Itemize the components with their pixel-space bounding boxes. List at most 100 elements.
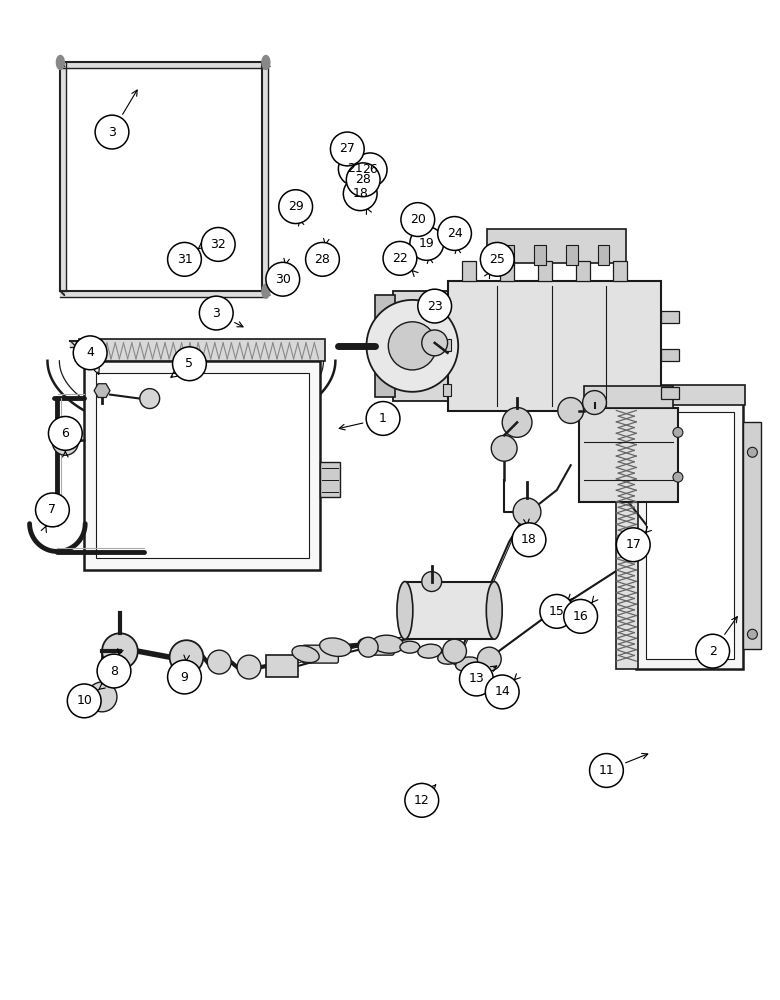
Circle shape xyxy=(346,163,380,197)
Ellipse shape xyxy=(456,657,479,671)
Circle shape xyxy=(438,217,471,250)
Bar xyxy=(615,385,746,405)
Circle shape xyxy=(237,655,261,679)
Bar xyxy=(463,261,477,281)
Bar xyxy=(566,245,578,265)
Text: 28: 28 xyxy=(355,173,371,186)
Bar xyxy=(80,339,325,361)
Circle shape xyxy=(168,242,201,276)
Bar xyxy=(661,311,679,323)
Bar xyxy=(84,361,321,570)
Bar xyxy=(636,403,743,669)
Ellipse shape xyxy=(486,582,502,639)
Polygon shape xyxy=(60,62,270,66)
Text: 8: 8 xyxy=(110,665,118,678)
Text: 13: 13 xyxy=(469,672,484,686)
Bar xyxy=(597,245,609,265)
Circle shape xyxy=(442,639,466,663)
Ellipse shape xyxy=(56,55,64,69)
Bar xyxy=(743,422,761,649)
Text: 18: 18 xyxy=(521,533,537,546)
Text: 30: 30 xyxy=(275,273,291,286)
Bar xyxy=(538,261,551,281)
Text: 3: 3 xyxy=(212,307,220,320)
Circle shape xyxy=(168,660,201,694)
Text: 22: 22 xyxy=(392,252,408,265)
Ellipse shape xyxy=(292,646,319,663)
Circle shape xyxy=(353,153,387,187)
Text: 3: 3 xyxy=(108,126,116,139)
Circle shape xyxy=(36,493,69,527)
Bar xyxy=(442,339,451,351)
Circle shape xyxy=(306,242,339,276)
Polygon shape xyxy=(262,62,266,295)
Circle shape xyxy=(52,429,78,455)
FancyBboxPatch shape xyxy=(303,645,339,663)
Circle shape xyxy=(590,754,623,787)
Text: 29: 29 xyxy=(288,200,303,213)
Text: 16: 16 xyxy=(573,610,588,623)
Circle shape xyxy=(358,637,378,657)
Circle shape xyxy=(422,330,448,356)
Circle shape xyxy=(278,190,313,224)
Circle shape xyxy=(480,242,514,276)
Text: 17: 17 xyxy=(626,538,641,551)
Ellipse shape xyxy=(397,582,413,639)
Polygon shape xyxy=(60,62,266,68)
Text: 32: 32 xyxy=(211,238,226,251)
Text: 19: 19 xyxy=(419,237,434,250)
Bar xyxy=(576,261,590,281)
Ellipse shape xyxy=(372,635,404,653)
Text: 10: 10 xyxy=(76,694,92,707)
Ellipse shape xyxy=(400,641,420,653)
Polygon shape xyxy=(262,62,268,291)
Ellipse shape xyxy=(320,638,351,656)
Text: 11: 11 xyxy=(598,764,615,777)
Polygon shape xyxy=(60,62,64,295)
Bar xyxy=(96,373,309,558)
FancyBboxPatch shape xyxy=(362,639,394,655)
Circle shape xyxy=(140,389,160,409)
Text: 12: 12 xyxy=(414,794,430,807)
Circle shape xyxy=(201,228,235,261)
Bar xyxy=(393,291,458,401)
Circle shape xyxy=(405,783,438,817)
Text: 28: 28 xyxy=(314,253,331,266)
Text: 15: 15 xyxy=(549,605,565,618)
Circle shape xyxy=(200,296,233,330)
Bar xyxy=(405,582,495,639)
Circle shape xyxy=(673,472,683,482)
Text: 27: 27 xyxy=(339,142,355,155)
Circle shape xyxy=(102,633,138,669)
Circle shape xyxy=(87,682,117,712)
Polygon shape xyxy=(60,291,270,295)
Text: 5: 5 xyxy=(186,357,193,370)
Polygon shape xyxy=(60,62,66,291)
Circle shape xyxy=(502,408,532,437)
Bar xyxy=(500,261,514,281)
Circle shape xyxy=(95,115,129,149)
Circle shape xyxy=(48,416,82,450)
Circle shape xyxy=(97,654,131,688)
Text: 25: 25 xyxy=(489,253,505,266)
Bar xyxy=(583,386,673,408)
Circle shape xyxy=(331,132,364,166)
Circle shape xyxy=(169,640,204,674)
Circle shape xyxy=(73,336,107,370)
Circle shape xyxy=(366,402,400,435)
Ellipse shape xyxy=(438,650,462,664)
Circle shape xyxy=(343,177,377,211)
Circle shape xyxy=(410,227,444,260)
Circle shape xyxy=(747,629,757,639)
Bar xyxy=(321,462,340,497)
Circle shape xyxy=(172,347,207,381)
Bar xyxy=(502,245,514,265)
Circle shape xyxy=(388,322,436,370)
Text: 18: 18 xyxy=(353,187,368,200)
Text: 1: 1 xyxy=(379,412,387,425)
Circle shape xyxy=(367,300,458,392)
Text: 4: 4 xyxy=(87,346,94,359)
Circle shape xyxy=(673,427,683,437)
Text: 2: 2 xyxy=(709,645,717,658)
Bar xyxy=(613,261,627,281)
